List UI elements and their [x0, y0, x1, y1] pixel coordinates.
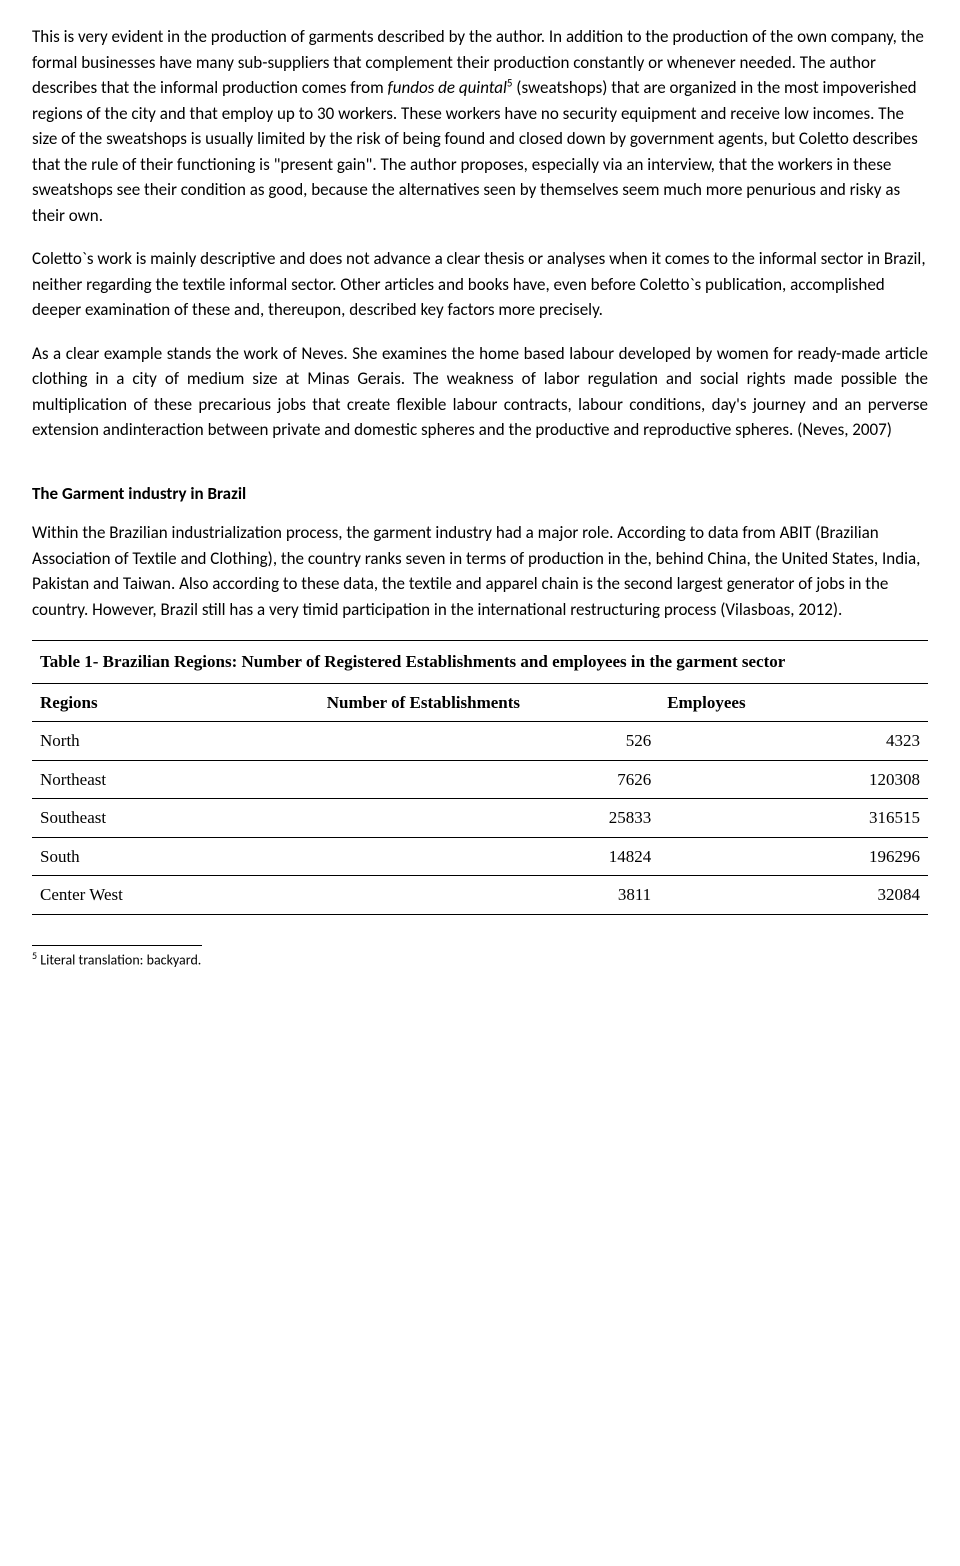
- cell-establishments: 25833: [319, 799, 659, 838]
- table-header-row: Regions Number of Establishments Employe…: [32, 683, 928, 722]
- cell-employees: 316515: [659, 799, 928, 838]
- cell-establishments: 3811: [319, 876, 659, 915]
- body-paragraph-1: This is very evident in the production o…: [32, 24, 928, 228]
- body-paragraph-2: Coletto`s work is mainly descriptive and…: [32, 246, 928, 323]
- body-paragraph-3: As a clear example stands the work of Ne…: [32, 341, 928, 443]
- cell-establishments: 7626: [319, 760, 659, 799]
- cell-establishments: 14824: [319, 837, 659, 876]
- footnote: 5 Literal translation: backyard.: [32, 948, 928, 971]
- cell-establishments: 526: [319, 722, 659, 761]
- cell-employees: 120308: [659, 760, 928, 799]
- table-row: North 526 4323: [32, 722, 928, 761]
- cell-region: Northeast: [32, 760, 319, 799]
- table-header-establishments: Number of Establishments: [319, 683, 659, 722]
- table-row: South 14824 196296: [32, 837, 928, 876]
- cell-employees: 32084: [659, 876, 928, 915]
- body-paragraph-4: Within the Brazilian industrialization p…: [32, 520, 928, 622]
- cell-region: North: [32, 722, 319, 761]
- footnote-text: Literal translation: backyard.: [37, 951, 201, 968]
- section-heading: The Garment industry in Brazil: [32, 481, 928, 507]
- table-row: Northeast 7626 120308: [32, 760, 928, 799]
- table-header-regions: Regions: [32, 683, 319, 722]
- cell-region: South: [32, 837, 319, 876]
- p1-text-b: (sweatshops) that are organized in the m…: [32, 77, 918, 226]
- establishments-table: Table 1- Brazilian Regions: Number of Re…: [32, 640, 928, 915]
- table-header-employees: Employees: [659, 683, 928, 722]
- cell-region: Southeast: [32, 799, 319, 838]
- cell-region: Center West: [32, 876, 319, 915]
- table-row: Southeast 25833 316515: [32, 799, 928, 838]
- cell-employees: 4323: [659, 722, 928, 761]
- footnote-separator: [32, 945, 202, 946]
- cell-employees: 196296: [659, 837, 928, 876]
- p1-italic: fundos de quintal: [388, 77, 507, 98]
- table-caption: Table 1- Brazilian Regions: Number of Re…: [32, 641, 928, 684]
- table-row: Center West 3811 32084: [32, 876, 928, 915]
- table-caption-row: Table 1- Brazilian Regions: Number of Re…: [32, 641, 928, 684]
